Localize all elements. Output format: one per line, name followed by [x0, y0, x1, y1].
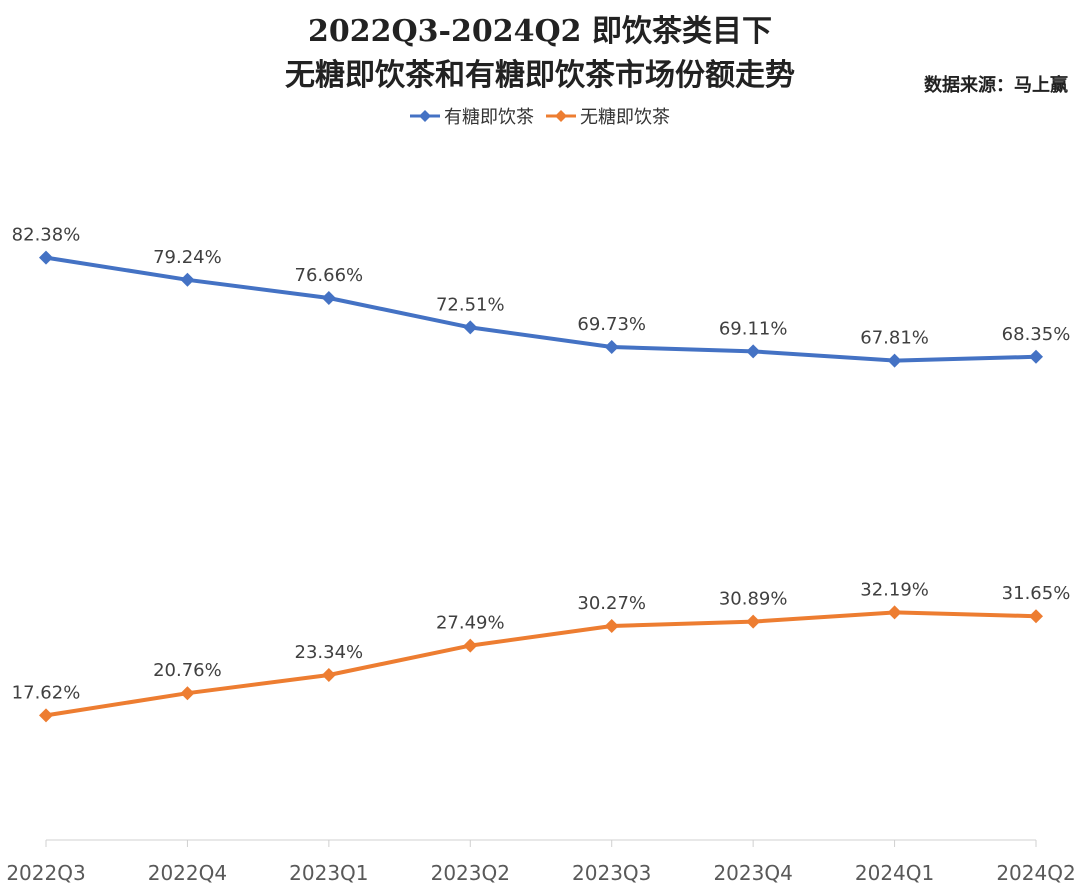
- x-tick-label: 2023Q1: [289, 861, 368, 885]
- data-point-marker: [1029, 349, 1043, 364]
- x-tick-label: 2023Q2: [431, 861, 510, 885]
- data-label: 68.35%: [1002, 324, 1071, 345]
- x-tick-label: 2022Q3: [6, 861, 85, 885]
- chart-legend: 有糖即饮茶 无糖即饮茶: [0, 103, 1080, 129]
- series-line-0: [44, 255, 1038, 363]
- chart-title-line-2: 无糖即饮茶和有糖即饮茶市场份额走势: [285, 58, 795, 93]
- legend-item-sugar-free: 无糖即饮茶: [546, 103, 670, 129]
- data-point-marker: [39, 708, 53, 723]
- series-line-1: [44, 610, 1038, 718]
- data-label: 30.27%: [577, 593, 646, 614]
- data-label: 82.38%: [12, 225, 81, 246]
- legend-item-sugared: 有糖即饮茶: [410, 103, 534, 129]
- data-point-marker: [604, 340, 619, 355]
- legend-label-sugared: 有糖即饮茶: [444, 107, 534, 128]
- data-label: 17.62%: [12, 682, 81, 703]
- data-label: 20.76%: [153, 660, 222, 681]
- data-label: 72.51%: [436, 294, 505, 315]
- data-label: 69.11%: [719, 318, 788, 339]
- legend-marker-sugared: [410, 110, 440, 122]
- chart-title-line-1: 2022Q3-2024Q2 即饮茶类目下: [308, 14, 772, 49]
- data-point-marker: [887, 353, 902, 368]
- data-label: 23.34%: [295, 642, 364, 663]
- legend-label-sugar-free: 无糖即饮茶: [580, 107, 670, 128]
- data-label: 76.66%: [295, 265, 364, 286]
- data-point-marker: [746, 614, 761, 629]
- data-point-marker: [321, 667, 336, 682]
- data-label: 79.24%: [153, 247, 222, 268]
- x-tick-label: 2024Q1: [855, 861, 934, 885]
- data-source-note: 数据来源：马上赢: [924, 75, 1068, 96]
- data-label: 69.73%: [577, 314, 646, 335]
- data-point-marker: [887, 605, 902, 620]
- data-label: 27.49%: [436, 613, 505, 634]
- x-tick-label: 2023Q4: [713, 861, 792, 885]
- data-point-marker: [463, 638, 478, 653]
- x-tick-label: 2022Q4: [148, 861, 227, 885]
- data-label: 31.65%: [1002, 583, 1071, 604]
- data-label: 67.81%: [860, 328, 929, 349]
- data-point-marker: [321, 291, 336, 306]
- data-label: 30.89%: [719, 589, 788, 610]
- x-tick-label: 2023Q3: [572, 861, 651, 885]
- data-point-marker: [39, 250, 53, 265]
- data-point-marker: [746, 344, 761, 359]
- data-point-marker: [180, 272, 195, 287]
- legend-marker-sugar-free: [546, 110, 576, 122]
- data-point-marker: [180, 686, 195, 701]
- data-point-marker: [1029, 609, 1043, 624]
- data-point-marker: [463, 320, 478, 335]
- x-tick-label: 2024Q2: [996, 861, 1075, 885]
- data-point-marker: [604, 618, 619, 633]
- data-label: 32.19%: [860, 579, 929, 600]
